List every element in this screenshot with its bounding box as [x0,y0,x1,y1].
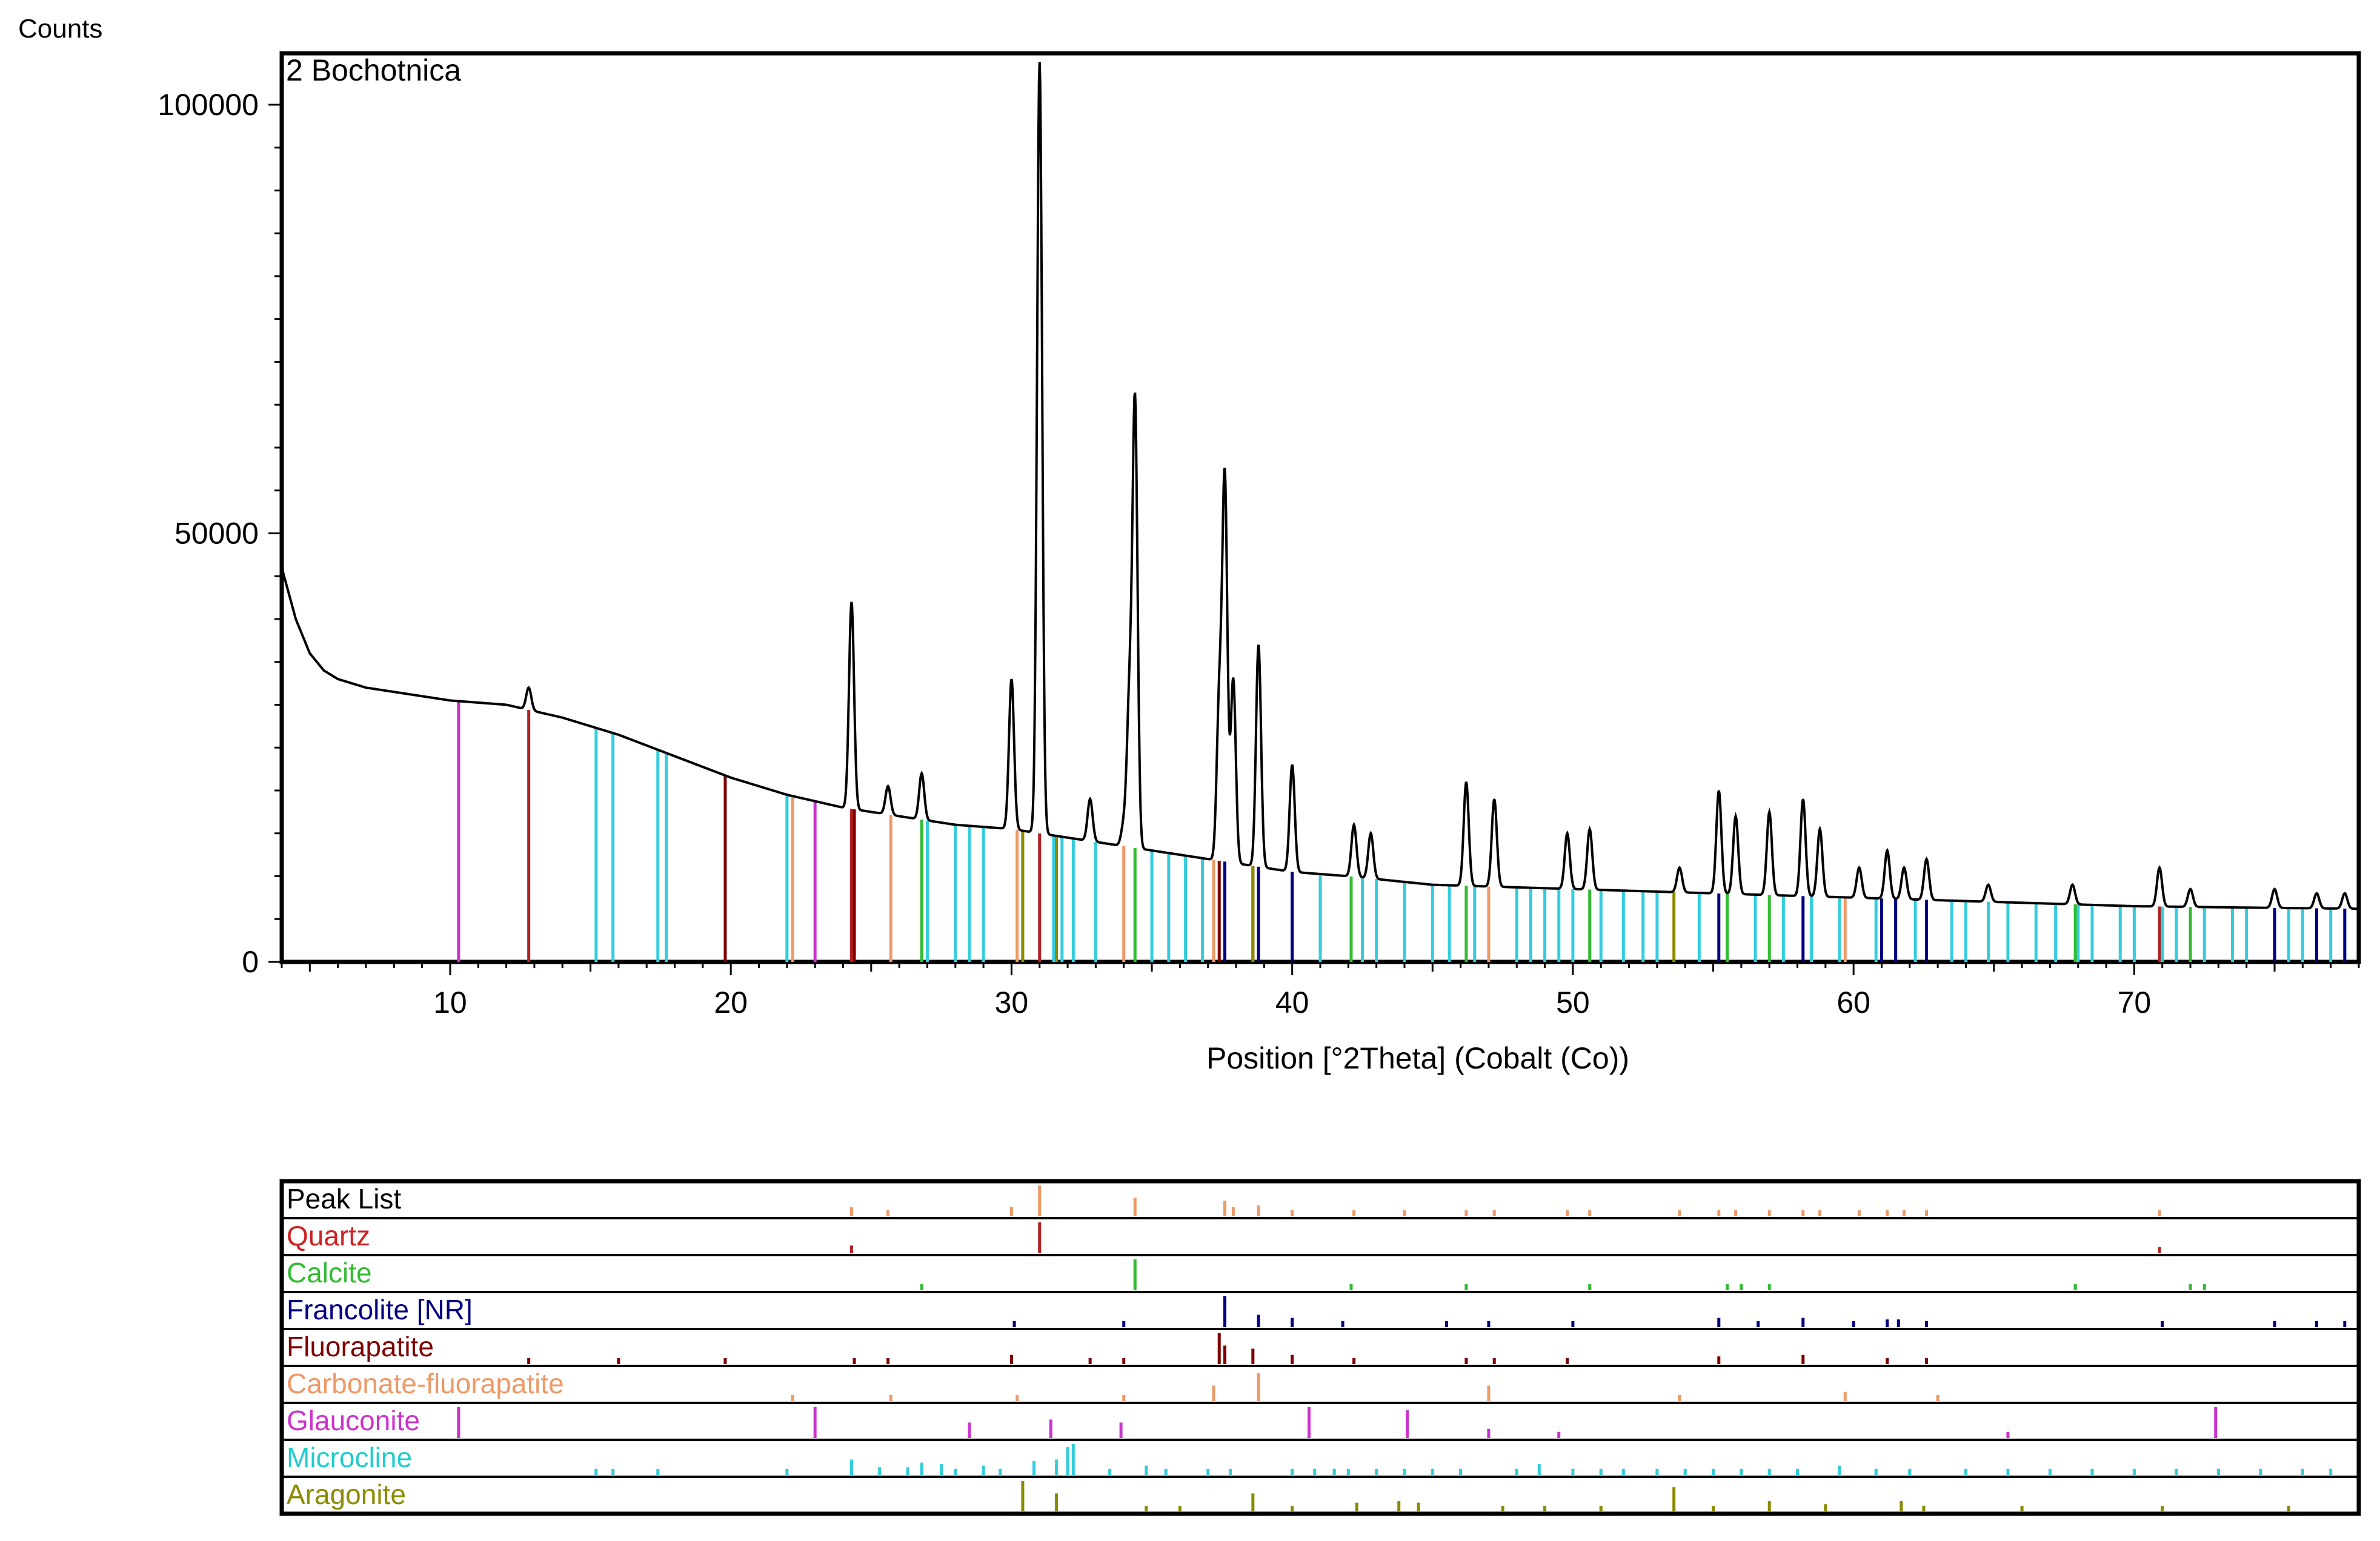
strip-label: Francolite [NR] [287,1294,473,1325]
strip-label: Glauconite [287,1405,420,1436]
y-tick-label: 0 [242,945,259,979]
strip-label: Quartz [287,1220,370,1251]
x-tick-label: 20 [714,986,748,1019]
phase-strip-panel: Peak List Quartz Calcite Francolite [NR] Flu… [279,1179,2361,1516]
x-tick-label: 30 [995,986,1029,1019]
x-tick-label: 60 [1837,986,1870,1019]
y-axis-label: Counts [18,14,102,44]
x-axis: 10 20 30 40 50 60 70 [281,962,2360,1019]
y-axis: 0 50000 100000 [158,88,282,979]
strip-label: Calcite [287,1257,372,1288]
y-tick-label: 50000 [175,516,259,550]
x-tick-label: 10 [433,986,467,1019]
diffraction-pattern-line [281,62,2359,910]
x-tick-label: 70 [2118,986,2152,1019]
phase-reference-sticks [457,701,2347,962]
strip-label: Aragonite [287,1479,406,1510]
x-axis-label: Position [°2Theta] (Cobalt (Co)) [1206,1041,1629,1075]
strip-label: Fluorapatite [287,1331,434,1362]
x-tick-label: 40 [1275,986,1309,1019]
strip-label: Peak List [287,1183,401,1215]
strip-frame [279,1179,2361,1516]
strip-label: Carbonate-fluorapatite [287,1368,564,1399]
sample-name: 2 Bochotnica [286,53,461,87]
y-tick-label: 100000 [158,88,259,122]
x-tick-label: 50 [1556,986,1590,1019]
strip-label: Microcline [287,1442,412,1473]
plot-frame [279,51,2361,964]
